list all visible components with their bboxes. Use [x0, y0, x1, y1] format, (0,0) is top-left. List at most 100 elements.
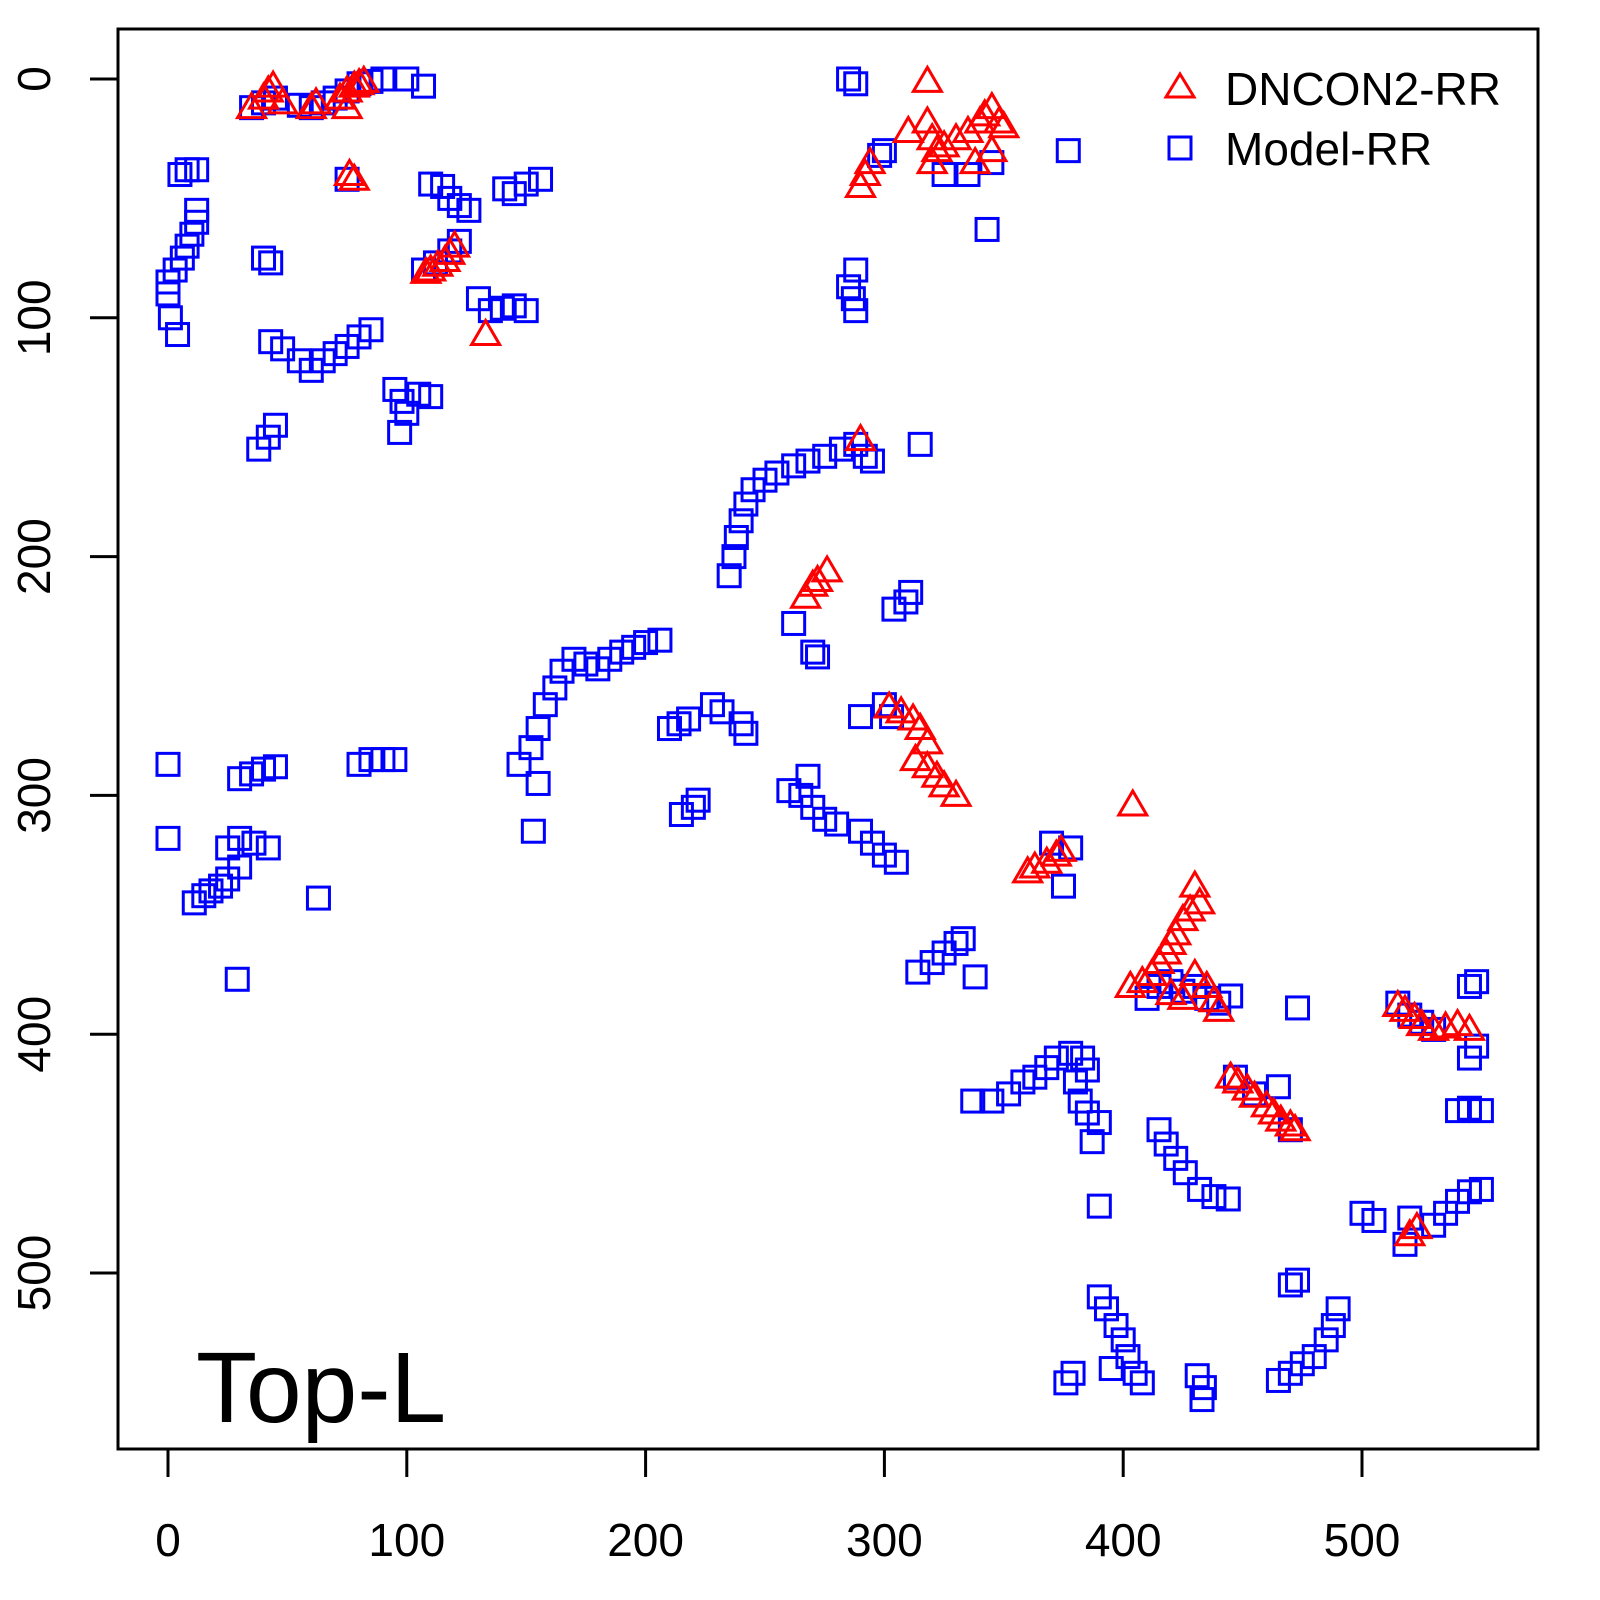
- model-rr-point: [1055, 138, 1081, 164]
- model-rr-point: [1285, 995, 1311, 1021]
- dncon2-rr-point: [843, 422, 878, 452]
- model-rr-point: [1129, 1370, 1155, 1396]
- dncon2-rr-point: [347, 64, 381, 93]
- model-rr-point: [157, 305, 183, 331]
- model-rr-point: [382, 747, 408, 773]
- model-rr-point: [1325, 1296, 1351, 1322]
- model-rr-point: [974, 216, 1000, 242]
- x-tick-label: 400: [1085, 1514, 1162, 1566]
- model-rr-point: [907, 431, 933, 457]
- x-tick-label: 500: [1324, 1514, 1401, 1566]
- dncon2-rr-point: [927, 768, 961, 798]
- dncon2-rr-point: [1452, 1012, 1487, 1041]
- model-rr-point: [764, 460, 790, 486]
- dncon2-rr-point: [1214, 1060, 1248, 1089]
- y-tick-label: 400: [8, 996, 60, 1073]
- model-rr-point: [1060, 1360, 1086, 1386]
- model-rr-point: [258, 250, 284, 276]
- dncon2-rr-point: [800, 563, 835, 592]
- model-rr-point: [812, 443, 838, 469]
- model-rr-point: [716, 563, 742, 589]
- model-rr-point: [1103, 1313, 1129, 1339]
- model-rr-point: [262, 412, 288, 438]
- dncon2-rr-point: [810, 553, 844, 583]
- dncon2-rr-point: [337, 69, 371, 98]
- dncon2-rr-point: [1039, 838, 1073, 867]
- model-rr-point: [676, 706, 702, 732]
- dncon2-rr-point: [1044, 833, 1078, 862]
- dncon2-rr-point: [910, 64, 944, 93]
- dncon2-rr-point: [968, 97, 1002, 127]
- dncon2-rr-point: [266, 85, 300, 115]
- dncon2-rr-point: [1154, 976, 1188, 1006]
- dncon2-rr-point: [853, 145, 887, 175]
- model-rr-point: [647, 627, 673, 653]
- x-tick-label: 0: [155, 1514, 181, 1566]
- model-rr-point: [721, 544, 747, 570]
- dncon2-rr-point: [330, 90, 364, 120]
- y-tick-label: 100: [8, 279, 60, 356]
- dncon2-rr-point: [414, 253, 448, 282]
- model-rr-point: [1464, 969, 1490, 995]
- legend-label-model: Model-RR: [1225, 123, 1432, 175]
- model-rr-point: [155, 825, 181, 851]
- plot-frame: [116, 27, 1540, 1451]
- model-rr-point: [520, 818, 546, 844]
- model-rr-point: [456, 197, 482, 223]
- model-rr-point: [852, 443, 878, 469]
- model-rr-point: [165, 322, 191, 348]
- dncon2-rr-point: [251, 73, 285, 103]
- model-rr-point: [167, 162, 193, 188]
- model-rr-point: [931, 162, 957, 188]
- model-rr-point: [1086, 1110, 1112, 1136]
- model-rr-point: [1456, 973, 1482, 999]
- model-rr-point: [633, 630, 659, 656]
- dncon2-rr-point: [951, 114, 985, 144]
- dncon2-rr-point: [332, 157, 367, 187]
- dncon2-rr-point: [1178, 957, 1212, 986]
- dncon2-rr-point: [1417, 1012, 1451, 1041]
- dncon2-rr-point: [234, 90, 269, 120]
- model-rr-point: [1086, 1193, 1112, 1219]
- dncon2-rr-point: [1173, 893, 1207, 922]
- model-rr-point: [680, 794, 706, 820]
- dncon2-rr-point: [939, 778, 973, 807]
- model-rr-point: [394, 66, 420, 92]
- dncon2-rr-point: [982, 105, 1016, 134]
- dncon2-rr-point: [910, 105, 944, 134]
- dncon2-rr-point: [342, 66, 376, 96]
- model-rr-point: [518, 735, 544, 761]
- dncon2-rr-point: [1230, 1072, 1264, 1101]
- dncon2-rr-point: [915, 145, 949, 175]
- model-rr-point: [1098, 1356, 1124, 1382]
- annotation-label: Top-L: [196, 1332, 446, 1444]
- x-tick-label: 200: [607, 1514, 684, 1566]
- model-rr-point: [848, 704, 874, 730]
- model-rr-point: [843, 298, 869, 324]
- model-rr-point: [733, 720, 759, 746]
- model-rr-point: [843, 71, 869, 97]
- model-rr-point: [1051, 873, 1076, 899]
- model-rr-point: [871, 138, 897, 164]
- model-rr-point: [1079, 1129, 1105, 1155]
- dncon2-rr-point: [1393, 1217, 1427, 1247]
- dncon2-rr-point: [256, 69, 290, 98]
- model-rr-point: [1215, 1186, 1241, 1212]
- model-rr-point: [255, 835, 281, 861]
- y-tick-label: 500: [8, 1235, 60, 1312]
- y-tick-label: 200: [8, 518, 60, 595]
- dncon2-rr-point: [1381, 988, 1415, 1018]
- model-rr-point: [528, 166, 554, 192]
- model-rr-point: [1265, 1074, 1291, 1100]
- dncon2-rr-point: [1166, 981, 1200, 1010]
- model-rr-point: [723, 524, 749, 550]
- model-rr-point: [962, 964, 988, 990]
- model-rr-point: [155, 751, 181, 777]
- dncon2-rr-point: [330, 73, 364, 103]
- dncon2-rr-point: [987, 109, 1021, 139]
- dncon2-rr-point: [1278, 1112, 1312, 1142]
- model-rr-point: [387, 419, 413, 445]
- dncon2-rr-point: [1178, 869, 1212, 898]
- model-rr-point: [411, 73, 437, 99]
